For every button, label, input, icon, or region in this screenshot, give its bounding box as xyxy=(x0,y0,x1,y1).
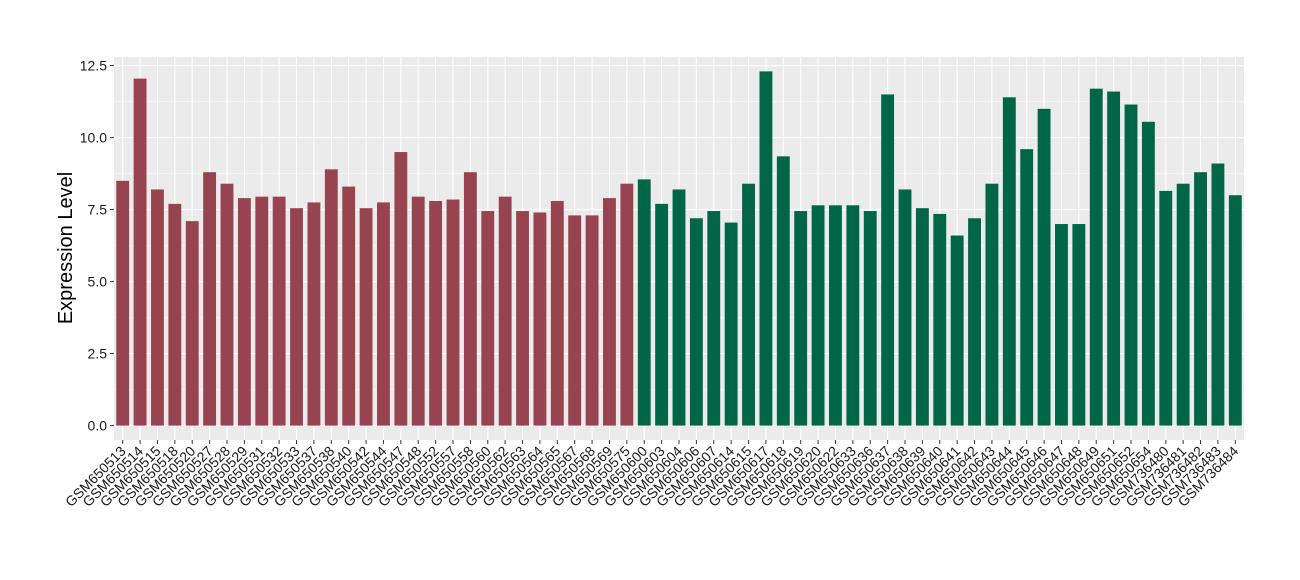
bar-GSM650638 xyxy=(898,189,912,426)
bar-GSM650544 xyxy=(377,202,390,426)
bar-GSM736481 xyxy=(1176,183,1190,426)
bar-GSM650515 xyxy=(151,189,164,426)
bar-GSM650644 xyxy=(1002,97,1016,426)
bar-GSM650560 xyxy=(481,211,495,426)
bar-GSM736482 xyxy=(1194,172,1207,426)
bar-GSM650563 xyxy=(516,211,529,426)
bar-GSM650620 xyxy=(811,205,825,426)
bar-GSM650637 xyxy=(881,94,895,426)
y-tick-label: 5.0 xyxy=(88,274,108,290)
bar-GSM650565 xyxy=(550,200,564,426)
bar-GSM650633 xyxy=(846,205,860,426)
bar-GSM650568 xyxy=(585,215,599,426)
bar-GSM650654 xyxy=(1141,121,1155,426)
bar-GSM650643 xyxy=(985,183,999,426)
bar-GSM736480 xyxy=(1159,190,1173,426)
bar-GSM650575 xyxy=(620,183,634,426)
x-axis: GSM650513GSM650514GSM650515GSM650518GSM6… xyxy=(62,440,1242,510)
bar-GSM650648 xyxy=(1072,224,1086,426)
bar-GSM650542 xyxy=(359,208,373,426)
bar-GSM650527 xyxy=(203,172,217,426)
bar-GSM650617 xyxy=(759,71,773,426)
bar-GSM650619 xyxy=(794,211,808,426)
bar-GSM650645 xyxy=(1020,149,1034,426)
bar-GSM650557 xyxy=(446,199,460,426)
bar-GSM650607 xyxy=(707,211,721,426)
bar-GSM650636 xyxy=(863,211,877,426)
bar-GSM650606 xyxy=(689,218,703,426)
bar-GSM650567 xyxy=(568,215,582,426)
bar-GSM650622 xyxy=(829,205,842,426)
y-axis-title: Expression Level xyxy=(55,172,77,324)
bar-GSM650600 xyxy=(637,179,651,426)
bar-GSM650604 xyxy=(672,189,686,426)
bar-GSM650552 xyxy=(429,200,443,426)
bar-GSM650651 xyxy=(1107,91,1121,426)
bar-GSM736483 xyxy=(1211,163,1225,426)
bar-GSM650520 xyxy=(185,221,199,426)
y-tick-label: 2.5 xyxy=(88,346,108,362)
bar-GSM650614 xyxy=(724,222,738,426)
bar-GSM650649 xyxy=(1089,88,1103,426)
bar-GSM650540 xyxy=(342,186,356,426)
bar-GSM650647 xyxy=(1055,224,1068,426)
bar-GSM650513 xyxy=(116,180,130,426)
bar-GSM650518 xyxy=(168,203,182,426)
bar-GSM650537 xyxy=(307,202,321,426)
bar-GSM650652 xyxy=(1124,104,1138,426)
y-tick-label: 10.0 xyxy=(80,130,107,146)
y-tick-label: 7.5 xyxy=(88,202,108,218)
bar-GSM650533 xyxy=(290,208,303,426)
bar-GSM650603 xyxy=(655,203,669,426)
bar-GSM650531 xyxy=(255,196,269,426)
bar-GSM650547 xyxy=(394,152,408,426)
bar-GSM650615 xyxy=(742,183,755,426)
bar-GSM650538 xyxy=(324,169,338,426)
bar-GSM650641 xyxy=(950,235,964,426)
y-tick-label: 0.0 xyxy=(88,418,108,434)
bar-GSM650618 xyxy=(776,156,790,426)
bar-GSM650564 xyxy=(533,212,547,426)
bar-GSM650532 xyxy=(272,196,286,426)
bar-GSM650529 xyxy=(237,198,251,426)
bar-GSM650562 xyxy=(498,196,512,426)
y-axis: 0.0 2.5 5.0 7.5 10.0 12.5 xyxy=(80,58,114,434)
bar-GSM650528 xyxy=(220,183,234,426)
bar-GSM650642 xyxy=(968,218,981,426)
bar-GSM650640 xyxy=(933,213,947,426)
bar-GSM736484 xyxy=(1228,195,1242,426)
bar-layer xyxy=(116,71,1242,426)
bar-GSM650514 xyxy=(133,78,147,426)
y-tick-label: 12.5 xyxy=(80,58,107,74)
bar-GSM650558 xyxy=(463,172,477,426)
bar-GSM650639 xyxy=(915,208,929,426)
bar-GSM650548 xyxy=(411,196,425,426)
bar-GSM650569 xyxy=(603,198,616,426)
bar-GSM650646 xyxy=(1037,108,1051,426)
